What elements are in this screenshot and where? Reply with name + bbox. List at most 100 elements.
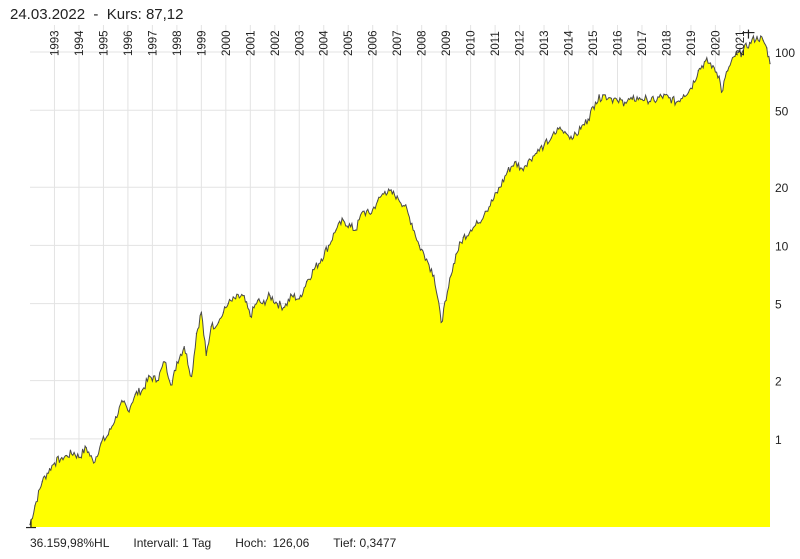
data-point bbox=[484, 210, 486, 212]
data-point bbox=[384, 190, 386, 193]
data-point bbox=[142, 388, 144, 391]
y-axis-labels: 1 2 5 10 20 50 100 bbox=[775, 46, 795, 447]
data-point bbox=[425, 258, 428, 260]
performance-value: 36.159,98%HL bbox=[30, 536, 110, 550]
data-point bbox=[227, 303, 229, 305]
data-point bbox=[200, 311, 202, 314]
data-point bbox=[470, 229, 472, 231]
data-point bbox=[682, 94, 685, 96]
data-point bbox=[48, 468, 51, 470]
data-point bbox=[631, 98, 633, 100]
data-point bbox=[558, 128, 560, 130]
data-point bbox=[217, 321, 220, 323]
data-point bbox=[675, 101, 677, 103]
data-point bbox=[222, 311, 224, 314]
data-point bbox=[718, 75, 720, 77]
data-point bbox=[149, 375, 151, 378]
data-point bbox=[73, 451, 75, 454]
data-point bbox=[741, 51, 743, 53]
header-price: Kurs: 87,12 bbox=[106, 6, 184, 23]
x-tick-label: 1997 bbox=[147, 30, 159, 56]
data-point bbox=[328, 244, 330, 247]
price-area bbox=[26, 29, 771, 529]
data-point bbox=[624, 101, 626, 103]
data-point bbox=[506, 171, 508, 173]
chart-footer: 36.159,98%HL Intervall: 1 Tag Hoch: 126,06 T… bbox=[30, 536, 396, 550]
data-point bbox=[396, 195, 398, 197]
x-tick-label: 1993 bbox=[49, 30, 61, 56]
y-tick-label: 100 bbox=[775, 46, 795, 60]
data-point bbox=[550, 137, 553, 139]
data-point bbox=[440, 321, 442, 323]
y-tick-label: 20 bbox=[775, 181, 789, 195]
area-fill bbox=[30, 35, 770, 528]
x-tick-label: 1999 bbox=[196, 30, 208, 56]
data-point bbox=[195, 333, 198, 335]
data-point bbox=[756, 36, 758, 38]
data-point bbox=[210, 326, 212, 328]
data-point bbox=[122, 401, 124, 403]
data-point bbox=[283, 306, 286, 308]
data-point bbox=[697, 70, 699, 72]
low-value: 0,3477 bbox=[359, 536, 397, 550]
data-point bbox=[377, 200, 379, 202]
data-point bbox=[350, 226, 352, 228]
data-point bbox=[362, 210, 364, 212]
data-point bbox=[528, 158, 530, 160]
data-point bbox=[445, 299, 447, 301]
data-point bbox=[411, 222, 413, 224]
data-point bbox=[34, 505, 36, 507]
data-point bbox=[171, 384, 173, 386]
x-tick-label: 1996 bbox=[123, 30, 135, 56]
data-point bbox=[543, 144, 545, 146]
x-tick-label: 2015 bbox=[588, 30, 600, 56]
data-point bbox=[450, 274, 452, 276]
data-point bbox=[690, 87, 692, 89]
data-point bbox=[205, 354, 207, 357]
x-tick-label: 2020 bbox=[710, 30, 722, 56]
data-point bbox=[313, 268, 315, 271]
data-point bbox=[565, 132, 567, 134]
x-tick-label: 2012 bbox=[515, 30, 527, 56]
x-tick-label: 2011 bbox=[490, 31, 502, 56]
price-line bbox=[29, 34, 771, 525]
chart-header: 24.03.2022 - Kurs: 87,12 bbox=[10, 6, 183, 23]
data-point bbox=[616, 100, 619, 102]
data-point bbox=[521, 167, 523, 170]
interval-label: Intervall: 1 Tag bbox=[133, 536, 212, 550]
data-point bbox=[455, 253, 457, 255]
header-date: 24.03.2022 bbox=[10, 6, 86, 23]
y-tick-label: 10 bbox=[775, 239, 789, 253]
data-point bbox=[369, 213, 371, 215]
high-label: Hoch: bbox=[235, 536, 267, 550]
data-point bbox=[100, 442, 102, 444]
x-tick-label: 2001 bbox=[245, 30, 257, 56]
data-point bbox=[242, 295, 244, 297]
data-point bbox=[638, 97, 641, 99]
data-point bbox=[499, 186, 501, 188]
data-point bbox=[769, 63, 771, 65]
data-point bbox=[291, 295, 293, 297]
x-tick-label: 2013 bbox=[539, 30, 551, 56]
data-point bbox=[342, 219, 344, 221]
data-point bbox=[276, 303, 278, 305]
x-tick-label: 2021 bbox=[735, 30, 747, 56]
data-point bbox=[594, 101, 597, 103]
data-point bbox=[156, 380, 158, 382]
data-point bbox=[609, 97, 611, 99]
x-tick-label: 2003 bbox=[294, 30, 306, 56]
data-point bbox=[391, 193, 393, 195]
data-point bbox=[249, 315, 251, 317]
data-point bbox=[235, 298, 237, 300]
data-point bbox=[646, 98, 648, 100]
data-point bbox=[354, 229, 357, 231]
x-tick-label: 1994 bbox=[74, 30, 86, 56]
data-point bbox=[653, 100, 655, 102]
x-tick-label: 1998 bbox=[172, 30, 184, 56]
data-point bbox=[587, 118, 589, 120]
x-tick-label: 2006 bbox=[368, 30, 380, 56]
x-tick-label: 2008 bbox=[417, 30, 429, 56]
data-point bbox=[335, 229, 337, 231]
data-point bbox=[320, 258, 322, 260]
